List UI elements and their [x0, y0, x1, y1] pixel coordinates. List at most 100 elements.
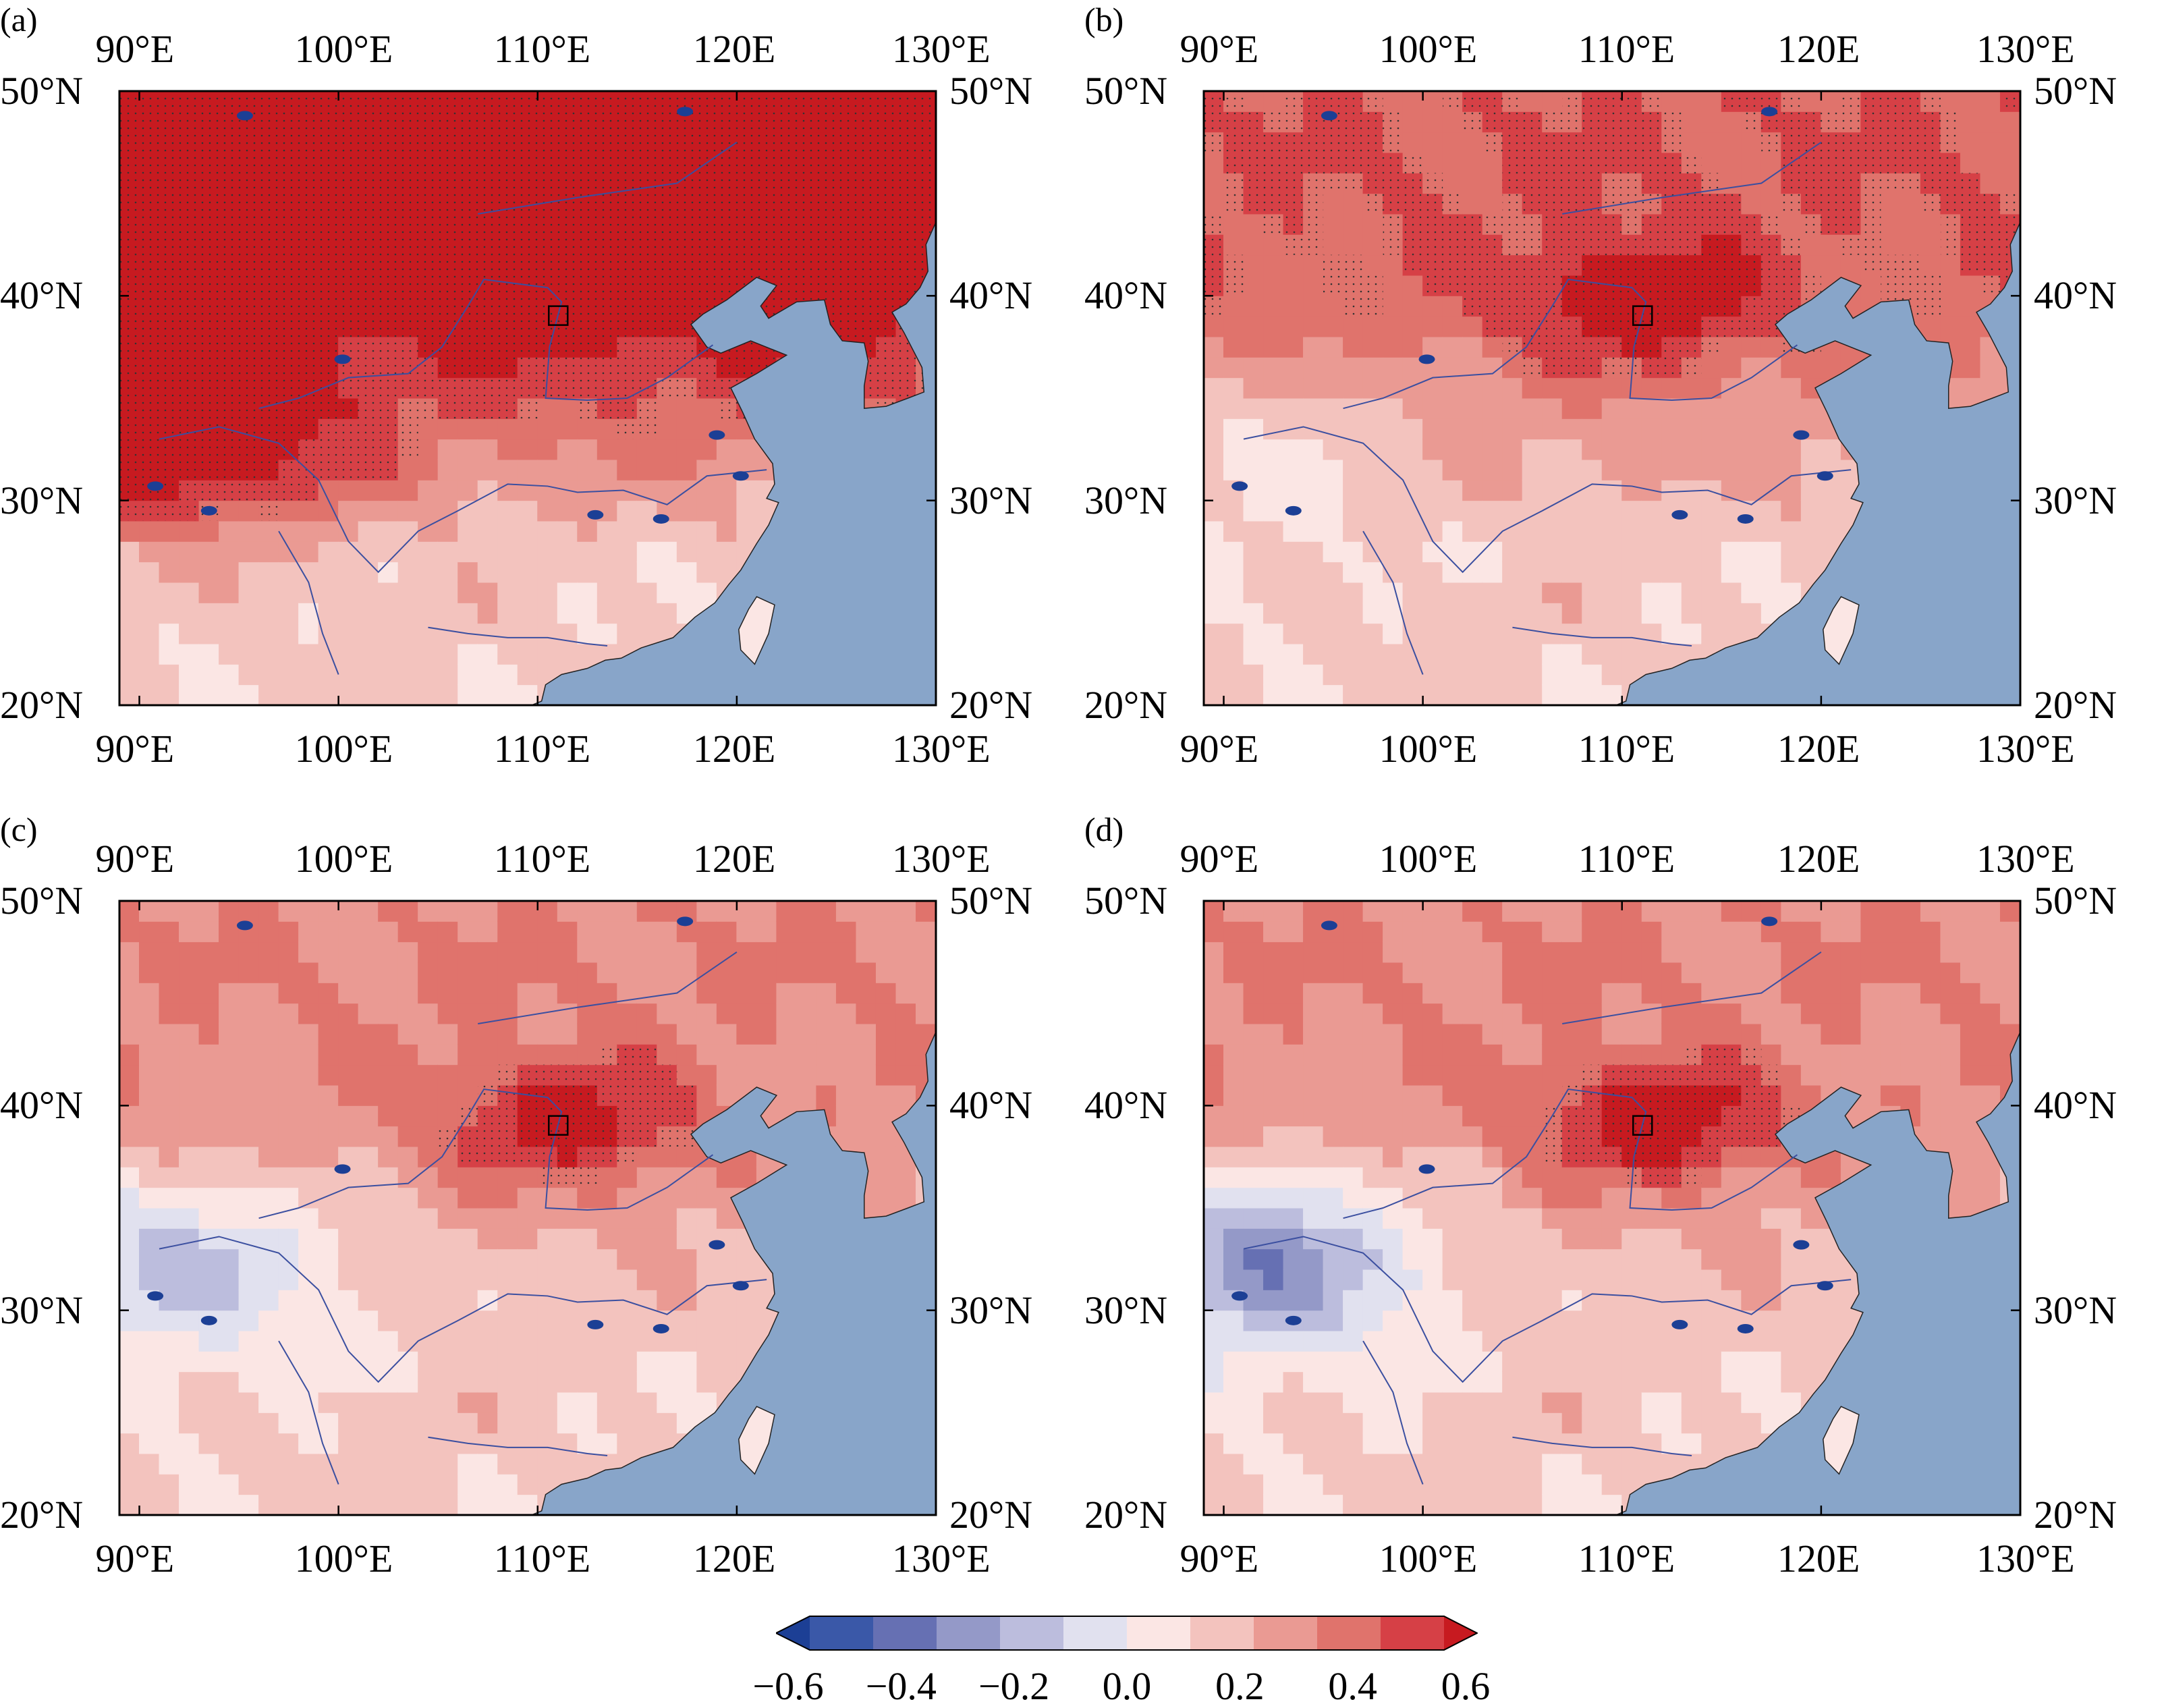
left-latitude-label: 30°N — [1084, 481, 1167, 520]
bottom-longitude-label: 130°E — [1976, 1539, 2075, 1578]
colorbar-swatch — [1063, 1616, 1128, 1651]
top-longitude-label: 120E — [1777, 839, 1860, 879]
top-longitude-label: 90°E — [1180, 839, 1259, 879]
lake — [147, 481, 163, 491]
lake — [1321, 111, 1337, 120]
lake — [335, 1164, 351, 1174]
lake — [1671, 1320, 1688, 1329]
colorbar-swatch — [937, 1616, 1001, 1651]
colorbar-swatch — [1190, 1616, 1254, 1651]
colorbar-tick-label: −0.4 — [866, 1667, 937, 1706]
right-latitude-label: 20°N — [2034, 686, 2117, 725]
lake — [1285, 506, 1302, 516]
left-latitude-label: 40°N — [0, 1086, 83, 1125]
left-latitude-label: 40°N — [0, 276, 83, 315]
colorbar-swatch — [1317, 1616, 1381, 1651]
right-latitude-label: 40°N — [2034, 276, 2117, 315]
lake — [1761, 916, 1777, 926]
lake — [1817, 471, 1833, 480]
lake — [677, 107, 693, 116]
lake — [1231, 481, 1248, 491]
bottom-longitude-label: 110°E — [494, 1539, 590, 1578]
bottom-longitude-label: 90°E — [96, 729, 175, 769]
panel-label: (d) — [1084, 812, 1123, 846]
colorbar-tick-label: 0.2 — [1215, 1667, 1265, 1706]
bottom-longitude-label: 90°E — [1180, 729, 1259, 769]
top-longitude-label: 130°E — [892, 839, 991, 879]
top-longitude-label: 130°E — [892, 30, 991, 69]
lake — [653, 1324, 669, 1333]
bottom-longitude-label: 120E — [693, 1539, 775, 1578]
colorbar-swatch — [1444, 1616, 1478, 1651]
lake — [1793, 431, 1809, 440]
lake — [677, 916, 693, 926]
colorbar-tick-label: 0.6 — [1441, 1667, 1491, 1706]
colorbar-swatch — [776, 1616, 810, 1651]
top-longitude-label: 100°E — [1379, 839, 1478, 879]
bottom-longitude-label: 130°E — [1976, 729, 2075, 769]
right-latitude-label: 50°N — [949, 881, 1032, 920]
top-longitude-label: 110°E — [494, 839, 590, 879]
lake — [709, 1240, 725, 1250]
lake — [1419, 1164, 1435, 1174]
colorbar-tick-label: 0.4 — [1328, 1667, 1377, 1706]
top-longitude-label: 120E — [1777, 30, 1860, 69]
colorbar-tick-label: −0.2 — [978, 1667, 1049, 1706]
bottom-longitude-label: 100°E — [1379, 1539, 1478, 1578]
bottom-longitude-label: 100°E — [295, 1539, 393, 1578]
left-latitude-label: 50°N — [0, 881, 83, 920]
right-latitude-label: 30°N — [2034, 1291, 2117, 1330]
lake — [709, 431, 725, 440]
colorbar-swatches — [776, 1616, 1478, 1651]
right-latitude-label: 40°N — [949, 1086, 1032, 1125]
bottom-longitude-label: 120E — [693, 729, 775, 769]
lake — [335, 354, 351, 364]
right-latitude-label: 50°N — [2034, 72, 2117, 111]
top-longitude-label: 100°E — [295, 30, 393, 69]
lake — [1738, 514, 1754, 524]
left-latitude-label: 30°N — [1084, 1291, 1167, 1330]
correlation-map — [0, 0, 1080, 810]
right-latitude-label: 30°N — [2034, 481, 2117, 520]
colorbar-swatch — [810, 1616, 874, 1651]
lake — [237, 111, 253, 120]
right-latitude-label: 40°N — [2034, 1086, 2117, 1125]
top-longitude-label: 100°E — [295, 839, 393, 879]
lake — [237, 920, 253, 930]
right-latitude-label: 20°N — [949, 1495, 1032, 1535]
panel-label: (c) — [0, 812, 38, 846]
top-longitude-label: 90°E — [1180, 30, 1259, 69]
top-longitude-label: 110°E — [1578, 839, 1675, 879]
top-longitude-label: 110°E — [494, 30, 590, 69]
colorbar-tick-label: 0.0 — [1103, 1667, 1152, 1706]
lake — [1419, 354, 1435, 364]
right-latitude-label: 30°N — [949, 1291, 1032, 1330]
correlation-map — [0, 810, 1080, 1620]
left-latitude-label: 50°N — [1084, 881, 1167, 920]
lake — [1793, 1240, 1809, 1250]
right-latitude-label: 50°N — [949, 72, 1032, 111]
colorbar-swatch — [873, 1616, 937, 1651]
lake — [733, 471, 749, 480]
left-latitude-label: 40°N — [1084, 276, 1167, 315]
left-latitude-label: 20°N — [1084, 686, 1167, 725]
colorbar-swatch — [1127, 1616, 1191, 1651]
bottom-longitude-label: 90°E — [1180, 1539, 1259, 1578]
map-field — [119, 901, 937, 1516]
lake — [1738, 1324, 1754, 1333]
correlation-map — [1084, 810, 2164, 1620]
colorbar-swatch — [1000, 1616, 1064, 1651]
lake — [201, 506, 217, 516]
panel-label: (a) — [0, 3, 38, 36]
right-latitude-label: 20°N — [2034, 1495, 2117, 1535]
bottom-longitude-label: 110°E — [1578, 1539, 1675, 1578]
map-field — [119, 91, 937, 706]
right-latitude-label: 30°N — [949, 481, 1032, 520]
lake — [587, 510, 603, 520]
left-latitude-label: 20°N — [0, 1495, 83, 1535]
colorbar-swatch — [1381, 1616, 1445, 1651]
colorbar-swatch — [1254, 1616, 1318, 1651]
top-longitude-label: 120E — [693, 839, 775, 879]
